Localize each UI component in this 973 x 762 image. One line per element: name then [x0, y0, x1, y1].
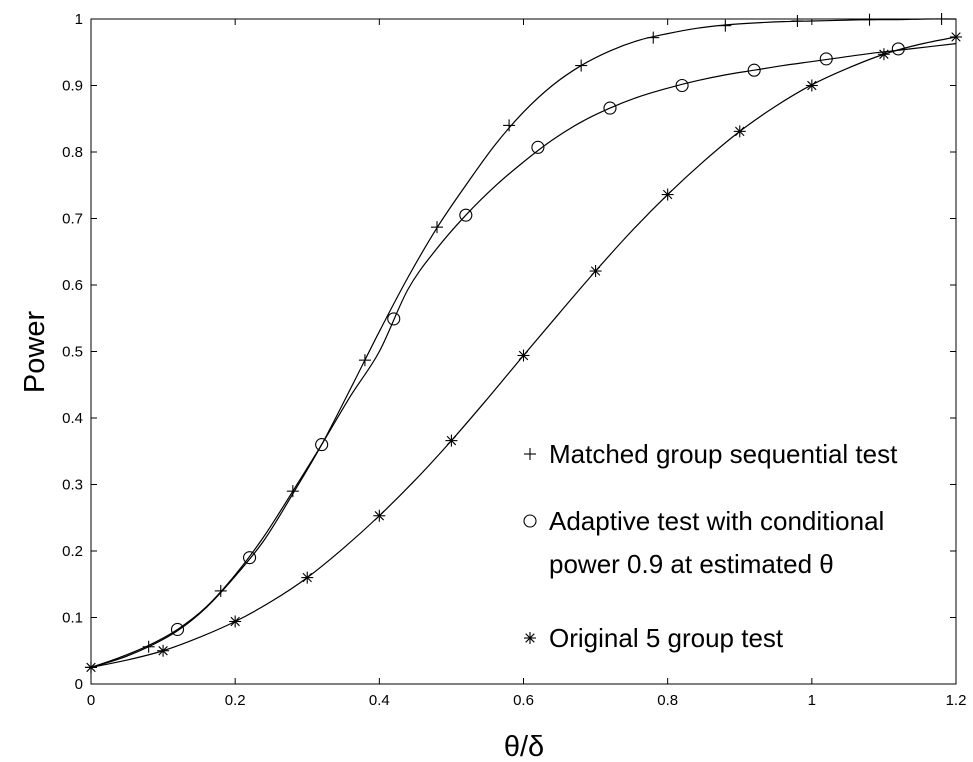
x-axis-label: θ/δ	[504, 731, 544, 762]
x-tick-label: 0	[87, 692, 95, 709]
data-point-circle	[747, 63, 761, 77]
data-point-asterisk	[805, 79, 818, 92]
data-point-asterisk	[445, 434, 458, 447]
data-point-circle	[819, 52, 833, 66]
data-point-asterisk	[229, 615, 242, 628]
data-point-plus	[431, 221, 443, 234]
data-point-circle	[315, 438, 329, 452]
data-point-circle	[531, 140, 545, 154]
y-tick-label: 0.8	[62, 144, 83, 161]
data-point-plus	[647, 31, 660, 44]
data-point-asterisk	[85, 661, 97, 674]
y-tick-label: 0	[75, 676, 83, 693]
y-tick-label: 0.9	[62, 78, 83, 95]
legend-label: Original 5 group test	[549, 623, 784, 653]
y-tick-label: 0.5	[62, 344, 83, 361]
data-point-plus	[142, 640, 155, 653]
legend-marker-circle	[523, 514, 537, 528]
data-point-plus	[719, 19, 732, 32]
x-axis: 0 0.2 0.4 0.6 0.8 1 1.2	[87, 19, 967, 709]
data-point-asterisk	[157, 644, 170, 657]
data-point-asterisk	[877, 48, 890, 61]
data-point-plus	[935, 13, 948, 25]
series-line-plus	[90, 18, 957, 668]
legend-label: Matched group sequential test	[549, 439, 898, 469]
data-point-circle	[170, 622, 185, 637]
x-tick-label: 1.2	[946, 692, 967, 709]
legend-marker-plus	[524, 448, 536, 460]
x-tick-label: 0.6	[513, 692, 534, 709]
legend-marker-asterisk	[524, 632, 536, 644]
y-tick-label: 0.7	[62, 211, 83, 228]
data-point-plus	[286, 485, 299, 498]
data-point-circle	[243, 551, 257, 565]
data-point-asterisk	[589, 265, 602, 278]
data-point-plus	[863, 13, 876, 26]
data-point-circle	[459, 208, 473, 222]
data-point-asterisk	[733, 125, 746, 138]
data-point-asterisk	[517, 349, 530, 362]
legend: Matched group sequential test Adaptive te…	[523, 439, 898, 653]
data-point-asterisk	[950, 30, 962, 43]
y-tick-label: 0.1	[62, 610, 83, 627]
y-axis-label: Power	[19, 311, 51, 394]
data-point-plus	[214, 584, 227, 597]
y-axis: 0 0.1 0.2 0.3 0.4 0.5 0.6 0.7 0.8 0.9 1	[62, 11, 956, 693]
data-point-asterisk	[301, 571, 314, 584]
legend-item-plus: Matched group sequential test	[524, 439, 898, 469]
legend-label: power 0.9 at estimated θ	[549, 549, 834, 579]
data-point-circle	[675, 78, 689, 93]
series-line-circle	[90, 43, 957, 668]
data-point-circle	[891, 42, 905, 56]
legend-item-asterisk: Original 5 group test	[524, 623, 784, 653]
data-point-circle	[603, 101, 617, 115]
legend-label: Adaptive test with conditional	[549, 506, 884, 536]
x-tick-label: 0.2	[225, 692, 246, 709]
data-point-plus	[358, 354, 371, 367]
x-tick-label: 0.8	[657, 692, 678, 709]
data-point-asterisk	[661, 188, 674, 201]
y-tick-label: 1	[75, 11, 83, 28]
y-tick-label: 0.6	[62, 277, 83, 294]
y-tick-label: 0.3	[62, 477, 83, 494]
data-point-plus	[791, 14, 804, 27]
legend-item-circle: Adaptive test with conditional power 0.9 …	[523, 506, 884, 579]
x-tick-label: 1	[808, 692, 816, 709]
data-point-circle	[387, 312, 401, 326]
x-tick-label: 0.4	[369, 692, 390, 709]
data-point-asterisk	[373, 509, 386, 522]
data-point-plus	[503, 119, 516, 132]
data-point-plus	[575, 59, 588, 72]
y-tick-label: 0.2	[62, 543, 83, 560]
y-tick-label: 0.4	[62, 410, 83, 427]
series-markers	[85, 13, 962, 674]
